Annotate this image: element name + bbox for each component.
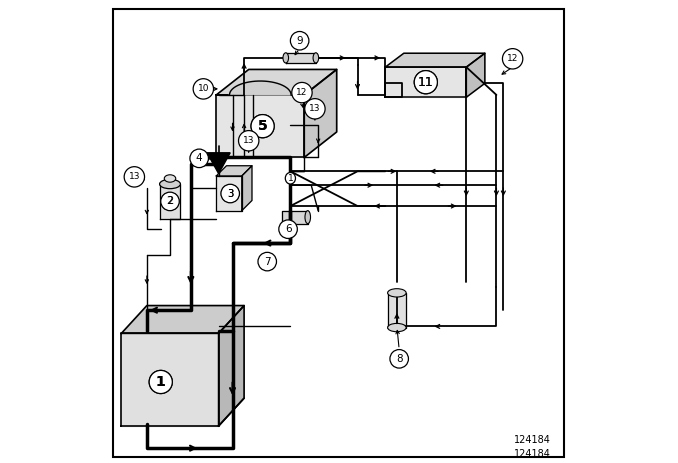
Text: 13: 13: [243, 136, 254, 145]
Ellipse shape: [388, 323, 406, 332]
Circle shape: [251, 114, 274, 138]
Circle shape: [239, 131, 259, 151]
Text: 6: 6: [285, 224, 292, 234]
Circle shape: [390, 350, 408, 368]
Ellipse shape: [388, 289, 406, 297]
Polygon shape: [216, 95, 304, 157]
Circle shape: [414, 70, 437, 94]
Circle shape: [221, 184, 239, 203]
Ellipse shape: [164, 175, 176, 182]
Polygon shape: [207, 153, 231, 174]
Circle shape: [190, 149, 208, 168]
Text: 1: 1: [156, 375, 165, 389]
Circle shape: [502, 49, 523, 69]
Text: 4: 4: [196, 153, 203, 163]
Ellipse shape: [283, 53, 289, 63]
Text: 1: 1: [156, 375, 165, 389]
Text: 124184: 124184: [514, 449, 551, 459]
Text: 9: 9: [296, 36, 303, 46]
Circle shape: [258, 252, 277, 271]
Text: 124184: 124184: [514, 435, 551, 445]
Circle shape: [193, 79, 214, 99]
Text: 12: 12: [507, 54, 518, 63]
Text: 13: 13: [129, 172, 140, 181]
Polygon shape: [385, 67, 466, 97]
Circle shape: [124, 167, 144, 187]
Text: 8: 8: [396, 354, 403, 364]
Polygon shape: [121, 333, 218, 426]
Ellipse shape: [159, 180, 180, 189]
Ellipse shape: [285, 172, 296, 184]
Polygon shape: [282, 211, 308, 224]
Polygon shape: [216, 166, 252, 176]
Text: 11: 11: [418, 75, 434, 89]
Polygon shape: [216, 69, 337, 95]
Polygon shape: [388, 293, 406, 328]
Text: 7: 7: [264, 257, 271, 267]
Circle shape: [149, 370, 172, 394]
Polygon shape: [218, 306, 244, 426]
Circle shape: [414, 70, 437, 94]
Circle shape: [161, 193, 179, 210]
Text: 2: 2: [167, 196, 173, 206]
Ellipse shape: [313, 53, 319, 63]
Text: 13: 13: [309, 104, 321, 113]
Text: 12: 12: [296, 88, 308, 97]
Circle shape: [251, 114, 274, 138]
Polygon shape: [159, 184, 180, 219]
Polygon shape: [466, 53, 485, 97]
Circle shape: [290, 31, 309, 50]
Text: 5: 5: [258, 119, 268, 133]
Circle shape: [304, 99, 325, 119]
Polygon shape: [229, 81, 291, 95]
Text: 10: 10: [197, 84, 209, 94]
Text: 1: 1: [287, 174, 294, 183]
Polygon shape: [242, 166, 252, 211]
Ellipse shape: [305, 211, 311, 224]
Text: 2: 2: [167, 196, 174, 206]
Text: 3: 3: [227, 188, 233, 199]
Circle shape: [161, 192, 179, 211]
Polygon shape: [216, 176, 242, 211]
Circle shape: [292, 82, 312, 103]
Polygon shape: [304, 69, 337, 157]
Circle shape: [279, 220, 298, 238]
Polygon shape: [121, 306, 244, 333]
Text: 11: 11: [418, 75, 434, 89]
Circle shape: [222, 185, 239, 202]
Text: 3: 3: [227, 188, 233, 199]
Text: 5: 5: [258, 119, 268, 133]
Circle shape: [149, 370, 172, 394]
Polygon shape: [285, 53, 316, 63]
Polygon shape: [385, 53, 485, 67]
